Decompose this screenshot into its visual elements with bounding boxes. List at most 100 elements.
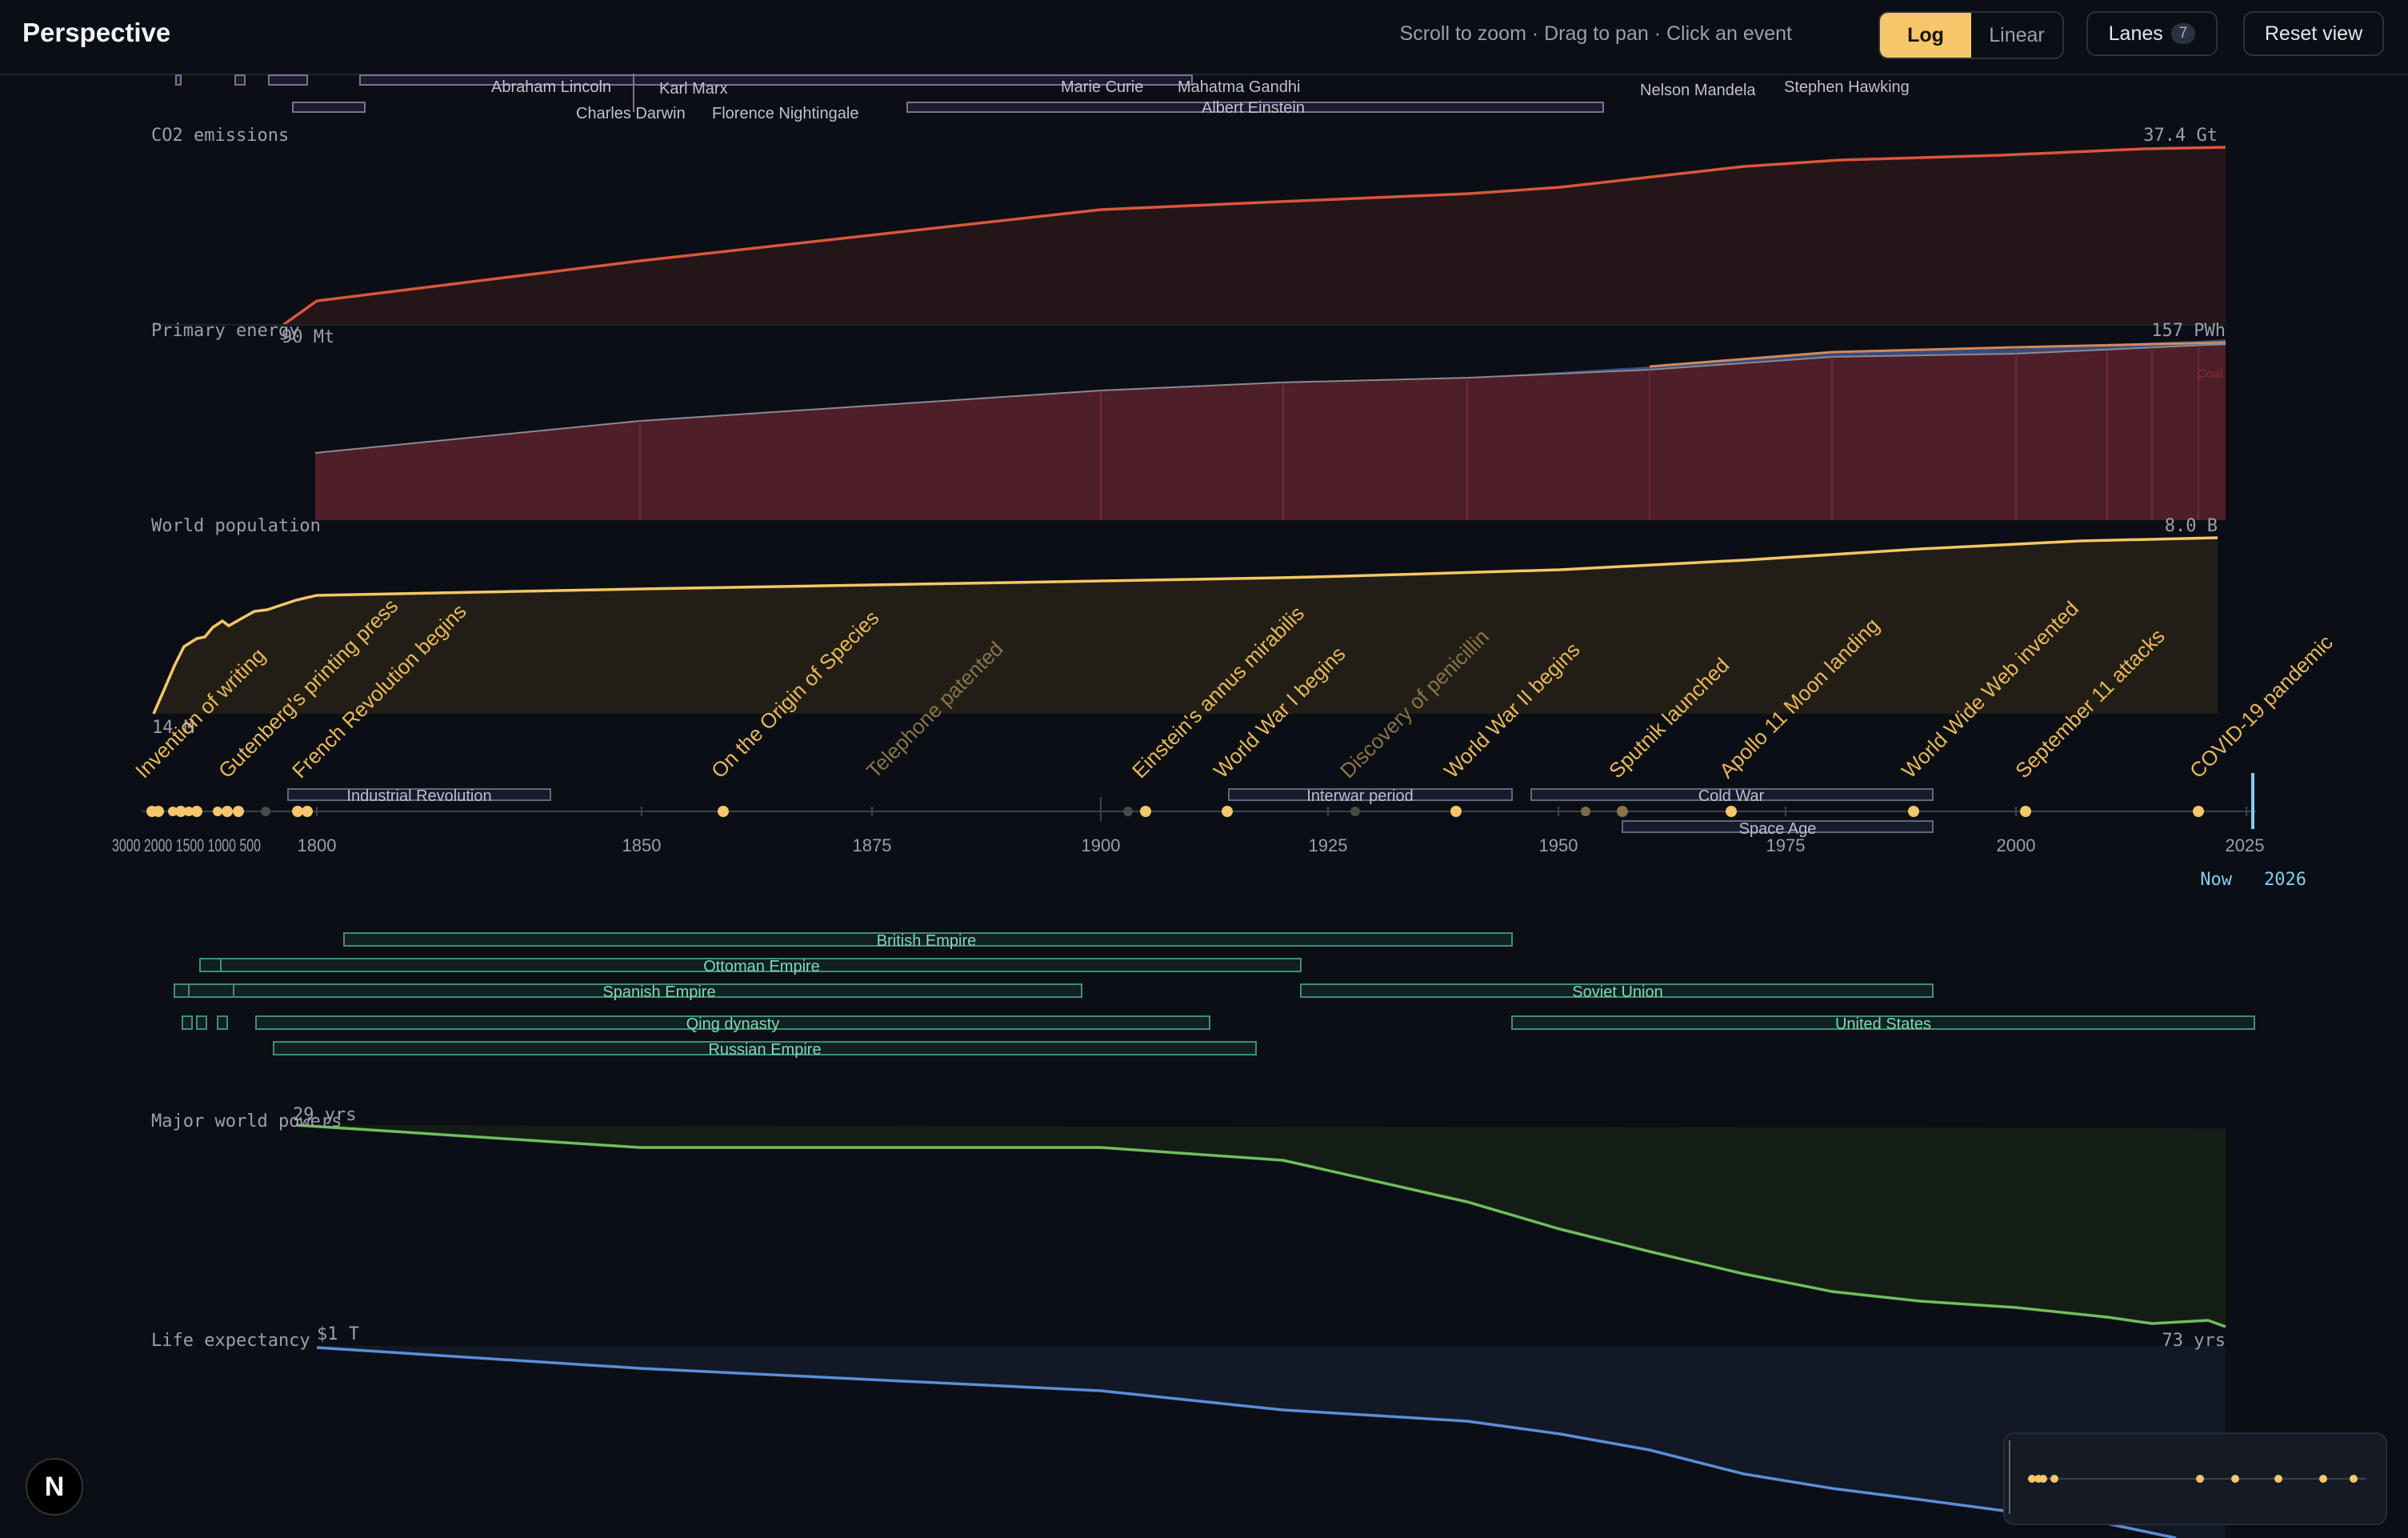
event-dot[interactable] [1726, 806, 1737, 817]
minimap-dot [2231, 1475, 2239, 1483]
powers-area [296, 1125, 2226, 1327]
person-label[interactable]: Abraham Lincoln [491, 78, 611, 96]
event-dot[interactable] [261, 807, 270, 816]
event-dot[interactable] [1581, 807, 1590, 816]
empire-bar-russian[interactable] [273, 1041, 1257, 1055]
event-dot[interactable] [1908, 806, 1919, 817]
event-dot[interactable] [1617, 806, 1628, 817]
person-bar[interactable] [175, 74, 182, 86]
co2-line[interactable] [282, 146, 2226, 326]
person-label[interactable]: Albert Einstein [1202, 99, 1305, 117]
lanes-count-badge: 7 [2170, 23, 2196, 44]
now-year: 2026 [2264, 870, 2306, 890]
co2-area [283, 147, 2226, 325]
event-dot[interactable] [2193, 806, 2204, 817]
lanes-button[interactable]: Lanes 7 [2086, 11, 2218, 56]
scale-log-button[interactable]: Log [1880, 13, 1971, 58]
event-dot[interactable] [1450, 806, 1462, 817]
event-dot[interactable] [175, 806, 186, 817]
person-bar[interactable] [268, 74, 308, 86]
empire-bar-qing[interactable] [255, 1015, 1210, 1030]
person-label[interactable]: Nelson Mandela [1640, 82, 1756, 99]
period-label: Industrial Revolution [346, 787, 491, 805]
person-bar[interactable] [292, 102, 366, 113]
axis-label: 1900 [1082, 835, 1121, 855]
people-lane [175, 74, 1604, 113]
energy-lane-label: Primary energy [151, 321, 299, 341]
person-label[interactable]: Karl Marx [659, 80, 728, 98]
event-dot[interactable] [1222, 806, 1233, 817]
person-label[interactable]: Stephen Hawking [1784, 78, 1910, 96]
period-bar-industrial-revolution[interactable] [287, 788, 551, 801]
event-dot[interactable] [1140, 806, 1151, 817]
timeline-canvas[interactable]: Abraham Lincoln Karl Marx Charles Darwin… [0, 74, 2408, 1538]
period-label: Interwar period [1306, 787, 1413, 805]
axis-label: 1800 [298, 835, 337, 855]
energy-gas-line [1649, 341, 2226, 368]
period-bar-space-age[interactable] [1622, 820, 1934, 833]
empire-bar-british[interactable] [343, 932, 1513, 947]
empire-bar[interactable] [217, 1015, 228, 1030]
person-bar[interactable] [234, 74, 246, 86]
person-bar[interactable] [359, 74, 1193, 86]
event-dot[interactable] [718, 806, 729, 817]
population-min-label: 14 M [152, 718, 194, 738]
empire-bar[interactable] [188, 983, 234, 998]
event-dots [146, 806, 2204, 817]
empire-bar[interactable] [199, 958, 222, 972]
event-dot[interactable] [302, 806, 313, 817]
app-title: Perspective [22, 18, 171, 47]
event-dot[interactable] [222, 806, 233, 817]
powers-line[interactable] [295, 1123, 2226, 1328]
person-label[interactable]: Charles Darwin [576, 105, 686, 122]
energy-total-line[interactable] [314, 343, 2226, 454]
empire-bar-soviet[interactable] [1300, 983, 1934, 998]
event-dot[interactable] [153, 806, 164, 817]
co2-min-label: 90 Mt [282, 327, 334, 347]
reset-view-button[interactable]: Reset view [2243, 11, 2384, 56]
event-dot[interactable] [191, 806, 202, 817]
empire-bar-ottoman[interactable] [220, 958, 1302, 972]
empire-label: Spanish Empire [602, 983, 715, 1001]
empire-label: Russian Empire [708, 1041, 821, 1059]
period-label: Cold War [1698, 787, 1765, 805]
empire-label: Qing dynasty [686, 1015, 780, 1033]
period-bar-cold-war[interactable] [1530, 788, 1934, 801]
event-dot[interactable] [168, 807, 178, 816]
event-dot[interactable] [1350, 807, 1360, 816]
axis-label: 1950 [1539, 835, 1578, 855]
event-dot[interactable] [2020, 806, 2031, 817]
next-logo-button[interactable]: N [26, 1458, 83, 1516]
empire-bar[interactable] [182, 1015, 193, 1030]
minimap[interactable] [2003, 1432, 2387, 1525]
empire-bar-spanish[interactable] [233, 983, 1082, 998]
empire-bar[interactable] [174, 983, 190, 998]
compressed-axis-labels: 3000 2000 1500 1000 500 [112, 835, 261, 855]
person-label[interactable]: Florence Nightingale [712, 105, 858, 122]
energy-lane [314, 339, 2226, 520]
event-dot[interactable] [184, 807, 194, 816]
empire-label: Ottoman Empire [703, 958, 820, 975]
event-dot[interactable] [213, 807, 222, 816]
minimap-dot [2028, 1475, 2036, 1483]
axis-label: 1850 [622, 835, 662, 855]
empire-bar-us[interactable] [1511, 1015, 2255, 1030]
person-label[interactable]: Marie Curie [1061, 78, 1143, 96]
person-bar[interactable] [906, 102, 1604, 113]
population-line[interactable] [152, 536, 2218, 715]
scale-linear-button[interactable]: Linear [1989, 23, 2045, 46]
scale-toggle[interactable]: Log Linear [1878, 11, 2064, 59]
event-dot[interactable] [1123, 807, 1133, 816]
minimap-dot [2350, 1475, 2358, 1483]
empire-label: United States [1835, 1015, 1931, 1033]
powers-lane [295, 1123, 2226, 1328]
empire-label: Soviet Union [1572, 983, 1662, 1001]
event-dot[interactable] [292, 806, 303, 817]
empire-bar[interactable] [196, 1015, 207, 1030]
event-dot[interactable] [233, 806, 244, 817]
period-bar-interwar[interactable] [1228, 788, 1513, 801]
energy-oil-area [1469, 339, 2226, 378]
lanes-button-label: Lanes [2108, 22, 2163, 45]
minimap-dot [2050, 1475, 2058, 1483]
person-label[interactable]: Mahatma Gandhi [1178, 78, 1300, 96]
